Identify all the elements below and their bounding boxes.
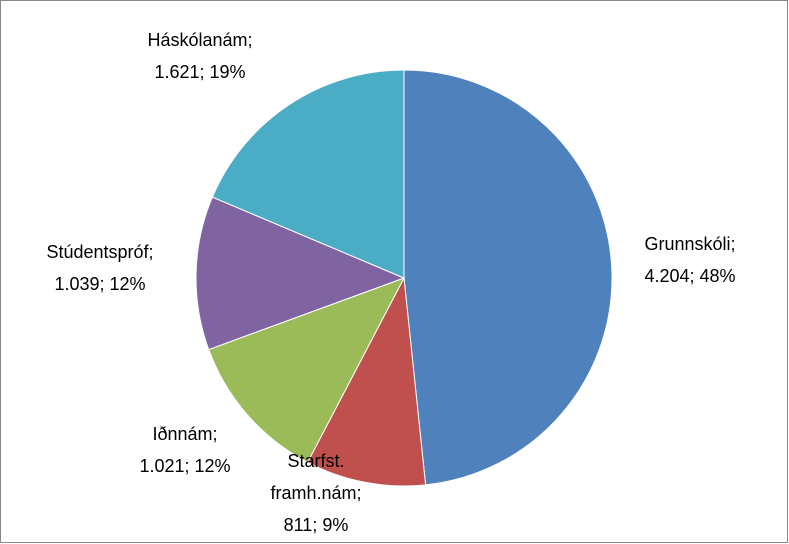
category-label: Starfst.: [287, 451, 344, 471]
percent-label: 9%: [322, 515, 348, 535]
percent-label: 12%: [110, 274, 146, 294]
value-label: 1.021: [139, 456, 184, 476]
label-separator: ;: [213, 424, 218, 444]
value-label: 1.039: [54, 274, 99, 294]
percent-label: 19%: [210, 62, 246, 82]
data-label: Iðnnám; 1.021; 12%: [139, 424, 230, 476]
percent-label: 48%: [700, 266, 736, 286]
label-separator: ;: [357, 483, 362, 503]
value-label: 811: [284, 515, 313, 535]
pie-slice: [306, 276, 427, 487]
label-separator: ;: [100, 274, 105, 294]
value-label: 4.204: [644, 266, 689, 286]
label-separator: ;: [731, 234, 736, 254]
label-separator: ;: [248, 30, 253, 50]
label-separator: ;: [185, 456, 190, 476]
data-label: Háskólanám; 1.621; 19%: [147, 30, 252, 82]
label-separator: ;: [149, 242, 154, 262]
data-label: Grunnskóli; 4.204; 48%: [644, 234, 735, 286]
pie-slice: [403, 69, 613, 486]
pie-slice: [195, 196, 406, 351]
data-label: Stúdentspróf; 1.039; 12%: [46, 242, 153, 294]
category-label: Stúdentspróf: [46, 242, 149, 262]
category-label: Grunnskóli: [644, 234, 730, 254]
pie-slice: [211, 69, 405, 279]
label-separator: ;: [312, 515, 317, 535]
category-label: Háskólanám: [147, 30, 247, 50]
data-label: Starfst. framh.nám; 811; 9%: [270, 451, 361, 535]
category-label: Iðnnám: [152, 424, 212, 444]
pie-slice: [208, 277, 406, 463]
label-separator: ;: [200, 62, 205, 82]
label-separator: ;: [690, 266, 695, 286]
value-label: 1.621: [154, 62, 199, 82]
category-label: framh.nám: [270, 483, 356, 503]
percent-label: 12%: [195, 456, 231, 476]
